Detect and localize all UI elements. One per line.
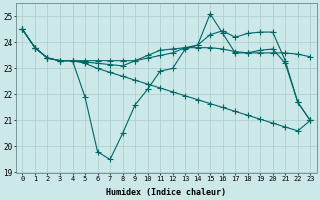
X-axis label: Humidex (Indice chaleur): Humidex (Indice chaleur) (106, 188, 226, 197)
